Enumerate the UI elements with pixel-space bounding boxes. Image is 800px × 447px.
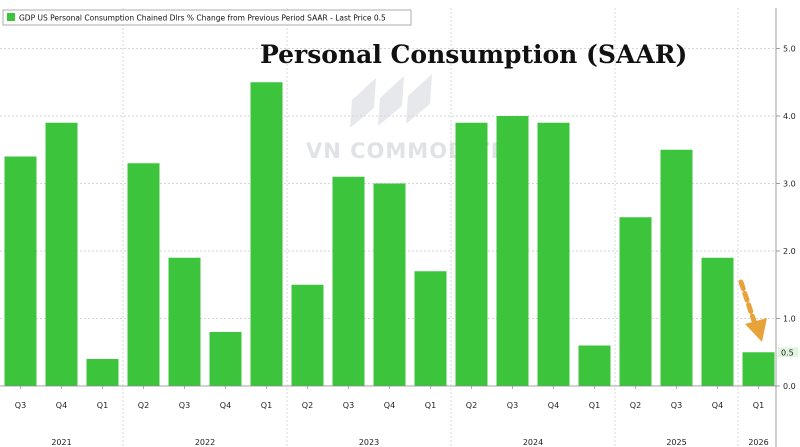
chart-title: Personal Consumption (SAAR) <box>260 40 687 69</box>
legend: GDP US Personal Consumption Chained Dlrs… <box>2 9 412 26</box>
bar <box>291 284 324 386</box>
x-quarter-label: Q4 <box>384 401 395 410</box>
y-tick-label: 0.0 <box>783 382 796 391</box>
x-year-label: 2025 <box>666 438 686 447</box>
last-price-label: 0.5 <box>781 348 794 357</box>
x-quarter-label: Q3 <box>15 401 26 410</box>
bar <box>86 359 119 386</box>
x-year-label: 2022 <box>195 438 215 447</box>
bar <box>742 352 775 386</box>
bar <box>455 122 488 386</box>
bar <box>45 122 78 386</box>
down-arrow-annotation <box>738 279 767 342</box>
last-price-marker: 0.5 <box>778 347 798 358</box>
bar <box>209 332 242 386</box>
bar <box>168 257 201 386</box>
x-quarter-label: Q2 <box>630 401 641 410</box>
x-year-label: 2026 <box>748 438 768 447</box>
x-quarter-label: Q2 <box>138 401 149 410</box>
bar <box>701 257 734 386</box>
watermark-logo: VN COMMODITIES <box>306 74 531 163</box>
x-year-label: 2023 <box>359 438 379 447</box>
bar <box>4 156 37 386</box>
x-year-label: 2021 <box>51 438 71 447</box>
x-quarter-label: Q1 <box>261 401 272 410</box>
watermark-logo-icon <box>378 76 404 126</box>
bars <box>4 82 775 386</box>
last-price-box <box>778 347 798 358</box>
bar <box>414 271 447 386</box>
bar <box>127 163 160 386</box>
bar <box>373 183 406 386</box>
arrow-shaft <box>738 279 758 327</box>
x-quarter-label: Q2 <box>466 401 477 410</box>
x-quarter-label: Q2 <box>302 401 313 410</box>
y-tick-label: 5.0 <box>783 45 796 54</box>
legend-swatch <box>7 13 15 21</box>
y-tick-label: 3.0 <box>783 180 796 189</box>
x-quarter-label: Q4 <box>220 401 231 410</box>
x-quarter-label: Q1 <box>753 401 764 410</box>
x-year-label: 2024 <box>523 438 543 447</box>
bar <box>250 82 283 386</box>
x-quarter-label: Q4 <box>548 401 559 410</box>
watermark-text: VN COMMODITIES <box>306 139 531 163</box>
y-tick-label: 1.0 <box>783 315 796 324</box>
watermark-logo-icon <box>406 74 432 124</box>
bar <box>578 345 611 386</box>
x-quarter-label: Q3 <box>507 401 518 410</box>
legend-label: GDP US Personal Consumption Chained Dlrs… <box>19 14 386 23</box>
x-quarter-label: Q3 <box>343 401 354 410</box>
x-quarter-label: Q3 <box>671 401 682 410</box>
x-quarter-label: Q1 <box>425 401 436 410</box>
x-quarter-label: Q1 <box>589 401 600 410</box>
y-axis-ticks: 0.0 1.0 2.0 3.0 4.0 5.0 <box>776 45 796 391</box>
watermark-logo-icon <box>350 78 376 128</box>
legend-box <box>2 9 412 26</box>
x-axis: Q3 Q4 Q1 Q2 Q3 Q4 Q1 Q2 Q3 Q4 Q1 Q2 Q3 Q4 Q1 Q2 Q3 Q4 Q1 20… <box>15 386 769 447</box>
bar <box>537 122 570 386</box>
x-quarter-label: Q3 <box>179 401 190 410</box>
bar <box>619 217 652 386</box>
arrow-head-icon <box>745 318 767 342</box>
x-quarter-label: Q4 <box>56 401 67 410</box>
bar <box>332 176 365 386</box>
bar <box>660 149 693 386</box>
y-tick-label: 2.0 <box>783 247 796 256</box>
y-tick-label: 4.0 <box>783 112 796 121</box>
bar <box>496 116 529 386</box>
x-quarter-label: Q4 <box>712 401 723 410</box>
x-quarter-label: Q1 <box>97 401 108 410</box>
